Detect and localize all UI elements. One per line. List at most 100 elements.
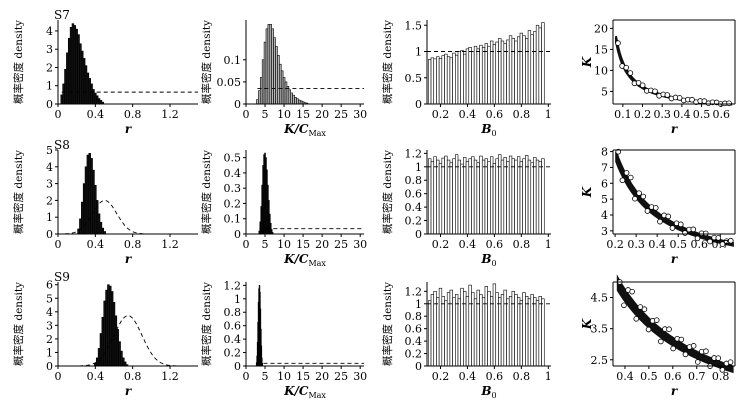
bar: [500, 159, 505, 235]
bar: [541, 158, 545, 235]
bar: [481, 46, 486, 105]
x-tick-label: 15: [296, 238, 310, 251]
bar: [517, 297, 521, 367]
scatter-point: [644, 208, 651, 214]
y-tick-label: 0.5: [405, 72, 423, 85]
scatter-point: [682, 230, 688, 236]
bar: [476, 162, 480, 235]
scatter-point: [640, 193, 647, 200]
x-tick-label: 30: [353, 238, 367, 251]
bar: [455, 54, 459, 105]
scatter-point: [727, 359, 734, 365]
scatter-point: [652, 205, 659, 211]
bar: [481, 159, 486, 235]
bar: [465, 296, 470, 367]
bar: [535, 159, 540, 235]
y-tick-label: 1.2: [224, 279, 242, 292]
bar: [490, 40, 494, 105]
bar: [484, 43, 488, 105]
bar: [446, 159, 451, 235]
bar: [463, 53, 467, 105]
y-tick-label: 0.8: [405, 310, 423, 323]
y-axis-label: 概率密度 density: [12, 20, 25, 104]
y-tick-label: 0: [234, 360, 241, 373]
bar: [468, 284, 472, 367]
y-tick-label: 0: [46, 360, 53, 373]
x-tick-label: 0: [55, 370, 62, 383]
x-tick-label: 0: [243, 238, 250, 251]
x-tick-label: 1.2: [161, 370, 179, 383]
y-tick-label: 2: [46, 194, 53, 207]
bar: [473, 298, 478, 367]
bar: [492, 44, 497, 105]
x-tick-label: 0.5: [640, 370, 658, 383]
x-tick-label: 0.2: [432, 370, 450, 383]
scatter-point: [629, 288, 635, 295]
bar: [506, 298, 510, 367]
y-tick-label: 1: [234, 293, 241, 306]
x-tick-label: 0.6: [486, 370, 504, 383]
x-tick-label: 0.2: [432, 238, 450, 251]
x-tick-label: 0.4: [87, 108, 105, 121]
bar: [533, 31, 537, 105]
row-label: S7: [54, 8, 70, 22]
scatter-point: [677, 221, 684, 228]
y-tick-label: 0.4: [405, 201, 423, 214]
scatter-point: [653, 317, 660, 323]
y-tick-label: 4: [46, 161, 53, 174]
y-axis-label: 概率密度 density: [12, 150, 25, 234]
y-tick-label: 1.5: [405, 19, 423, 32]
bar: [484, 158, 488, 235]
bar: [514, 294, 518, 367]
scatter-point: [658, 338, 664, 345]
scatter-point: [719, 241, 726, 247]
y-tick-label: 1: [46, 80, 53, 93]
y-axis-label: K: [580, 56, 594, 68]
y-tick-label: 0.8: [224, 306, 242, 319]
bar: [449, 289, 453, 367]
bar: [508, 296, 513, 367]
bar: [492, 163, 497, 235]
scatter-point: [689, 96, 695, 103]
bar: [444, 53, 448, 105]
x-label-main: K/C: [283, 252, 309, 266]
scatter-point: [641, 306, 648, 312]
bar: [500, 40, 505, 105]
scatter-point: [665, 213, 672, 220]
y-tick-label: 5: [46, 144, 53, 157]
scatter-point: [669, 225, 676, 231]
bar: [473, 45, 478, 105]
x-axis-label: B0: [480, 384, 496, 400]
x-axis-label: r: [671, 252, 679, 266]
bar: [430, 294, 435, 367]
bar: [441, 157, 445, 235]
bar: [538, 161, 542, 235]
y-tick-label: 0.2: [224, 197, 242, 210]
bar: [519, 32, 523, 105]
y-tick-label: 3: [46, 178, 53, 191]
bar: [530, 162, 534, 235]
scatter-point: [694, 359, 701, 365]
bar: [476, 289, 480, 367]
bar: [471, 156, 475, 235]
scatter-point: [639, 82, 646, 89]
bar: [428, 158, 432, 235]
x-tick-label: 0: [243, 370, 250, 383]
scatter-point: [615, 148, 622, 155]
y-tick-label: 1: [46, 211, 53, 224]
scatter-point: [728, 237, 734, 244]
bar: [446, 56, 451, 105]
bar: [457, 51, 461, 105]
x-label-sub: 0: [492, 129, 497, 138]
bar: [438, 163, 443, 235]
x-label-main: B: [480, 384, 491, 398]
bar: [438, 287, 443, 367]
y-tick-label: 0: [415, 228, 422, 241]
bar: [506, 39, 510, 105]
bar: [481, 297, 486, 367]
bar: [519, 300, 523, 367]
x-tick-label: 0.5: [693, 108, 711, 121]
